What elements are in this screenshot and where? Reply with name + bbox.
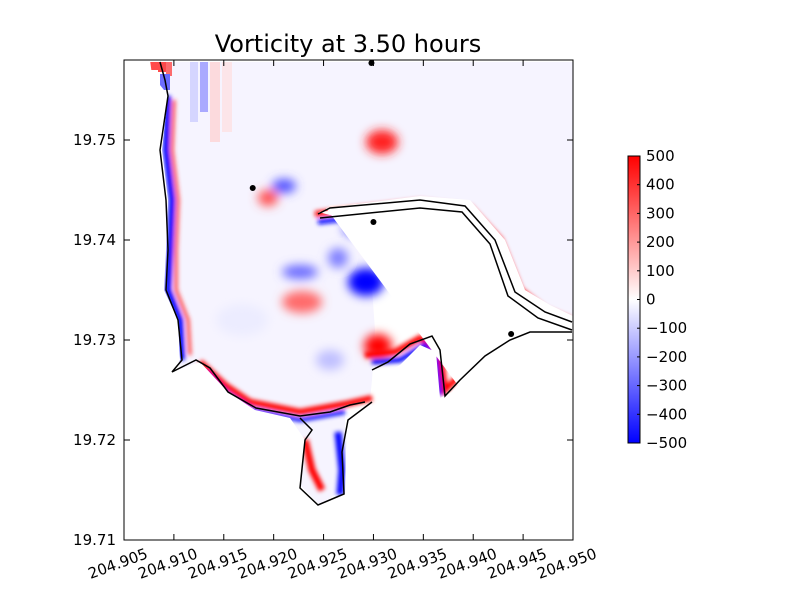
colorbar-tick-label: 400 bbox=[646, 176, 675, 194]
colorbar-tick-label: −400 bbox=[646, 405, 687, 423]
y-tick-label: 19.74 bbox=[73, 231, 116, 249]
land-left bbox=[124, 60, 375, 540]
land-peninsula bbox=[318, 202, 560, 322]
gauge-point bbox=[249, 185, 256, 191]
vorticity-field bbox=[124, 60, 573, 540]
colorbar-tick-label: −100 bbox=[646, 319, 687, 337]
chart-title: Vorticity at 3.50 hours bbox=[215, 30, 482, 58]
colorbar-tick-label: 500 bbox=[646, 147, 675, 165]
colorbar-tick-label: 0 bbox=[646, 291, 656, 309]
colorbar-ticks: 500 400 300 200 100 0 −100 −200 −300 −400 −500 bbox=[637, 147, 687, 452]
colorbar-tick-label: −500 bbox=[646, 434, 687, 452]
y-tick-label: 19.72 bbox=[73, 431, 116, 449]
colorbar-tick-label: −300 bbox=[646, 377, 687, 395]
colorbar: 500 400 300 200 100 0 −100 −200 −300 −400 −500 bbox=[627, 147, 687, 452]
y-axis: 19.71 19.72 19.73 19.74 19.75 bbox=[73, 131, 573, 549]
y-tick-label: 19.75 bbox=[73, 131, 116, 149]
gauge-point bbox=[508, 331, 515, 337]
colorbar-tick-label: 300 bbox=[646, 204, 675, 222]
y-tick-label: 19.71 bbox=[73, 531, 116, 549]
shoreline bbox=[159, 61, 573, 506]
plot-frame bbox=[123, 59, 574, 541]
colorbar-tick-label: −200 bbox=[646, 348, 687, 366]
y-tick-label: 19.73 bbox=[73, 331, 116, 349]
colorbar-tick-label: 200 bbox=[646, 233, 675, 251]
colorbar-tick-label: 100 bbox=[646, 262, 675, 280]
gauge-point bbox=[370, 219, 377, 225]
